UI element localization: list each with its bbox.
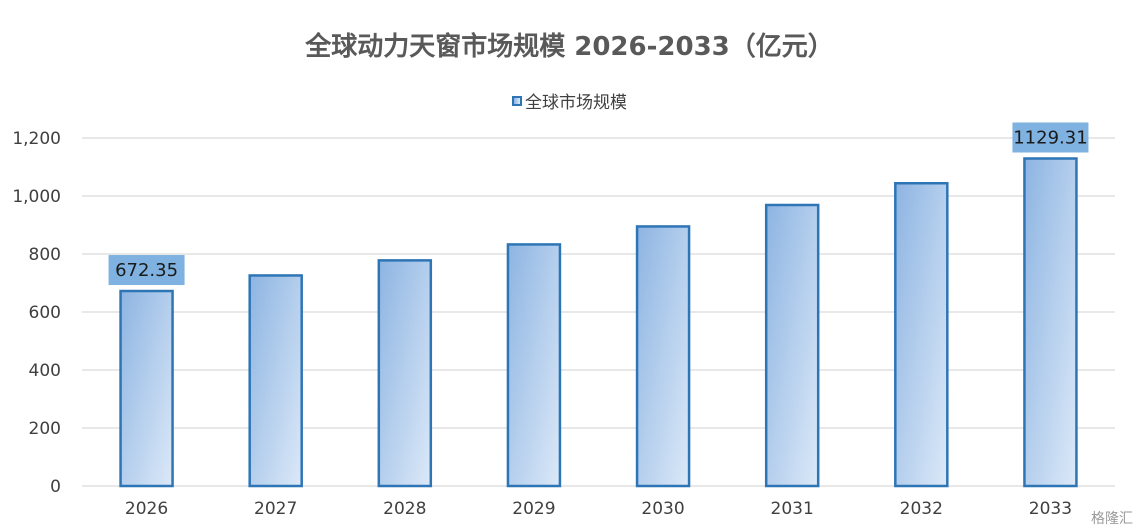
y-tick-label: 1,000 [12, 187, 61, 207]
x-tick-label: 2026 [125, 499, 168, 519]
bar-2029 [506, 243, 562, 488]
legend-label: 全球市场规模 [525, 93, 627, 113]
y-tick-label: 800 [29, 245, 61, 265]
x-tick-label: 2031 [771, 499, 814, 519]
y-tick-label: 400 [29, 361, 61, 381]
data-labels: 672.35 1129.31 [108, 122, 1089, 286]
y-axis-tick-labels: 0 200 400 600 800 1,000 1,200 [12, 129, 61, 497]
x-axis-tick-labels: 2026 2027 2028 2029 2030 2031 2032 2033 [125, 499, 1072, 519]
y-tick-label: 200 [29, 419, 61, 439]
bar-2032 [894, 181, 949, 488]
y-tick-label: 1,200 [12, 129, 61, 149]
watermark: 格隆汇 [1091, 511, 1133, 527]
legend-swatch [512, 95, 522, 106]
x-tick-label: 2030 [641, 499, 684, 519]
bar-2031 [764, 203, 820, 488]
data-label-2026: 672.35 [115, 260, 178, 281]
x-tick-label: 2032 [900, 499, 943, 519]
chart-title: 全球动力天窗市场规模 2026-2033（亿元） [305, 32, 834, 62]
x-tick-label: 2033 [1029, 499, 1072, 519]
x-tick-label: 2027 [254, 499, 297, 519]
data-label-2033: 1129.31 [1013, 128, 1087, 149]
legend: 全球市场规模 [0, 88, 1139, 113]
y-tick-label: 600 [29, 303, 61, 323]
bar-2030 [635, 225, 691, 488]
x-tick-label: 2029 [512, 499, 555, 519]
data-label-box [1012, 122, 1089, 153]
bar-2028 [377, 259, 433, 488]
x-tick-label: 2028 [383, 499, 426, 519]
data-label-box [108, 255, 185, 286]
bar-2033 [1023, 157, 1078, 488]
bars [119, 157, 1078, 488]
bar-2027 [248, 274, 303, 488]
gridlines [82, 137, 1115, 487]
bar-2026 [119, 289, 174, 488]
y-tick-label: 0 [50, 477, 61, 497]
